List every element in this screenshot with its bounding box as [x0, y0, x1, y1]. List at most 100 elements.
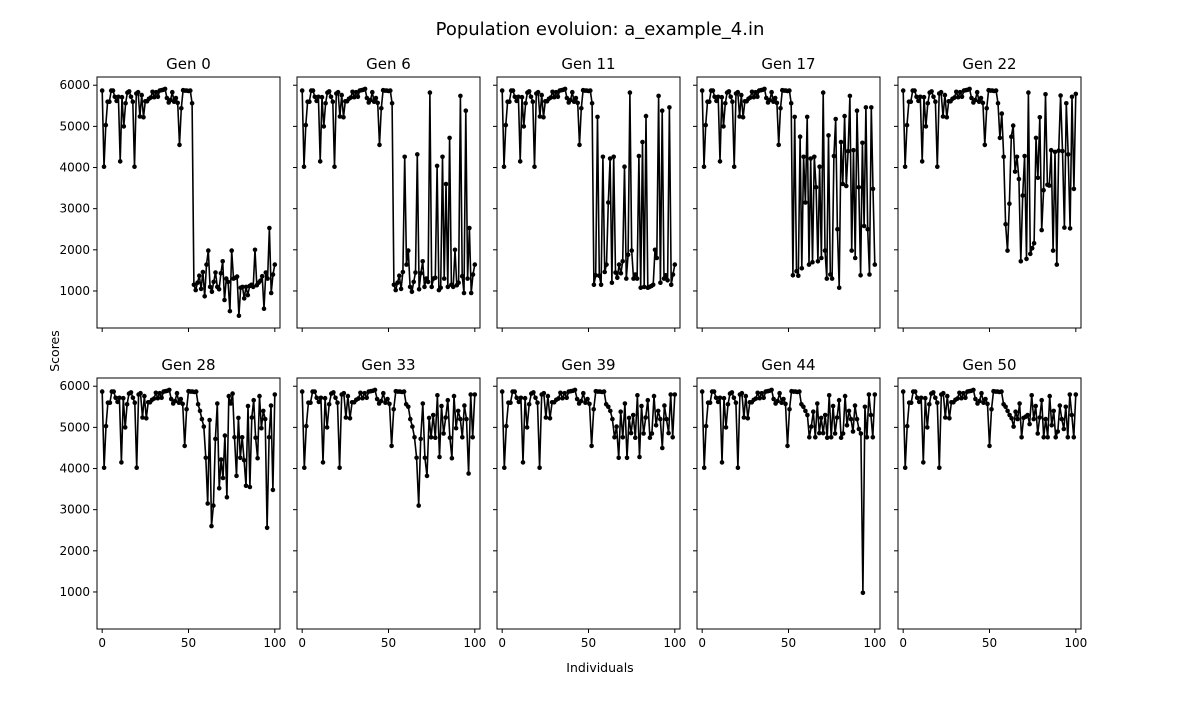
data-point: [845, 148, 851, 154]
data-point: [547, 416, 553, 421]
data-point: [178, 396, 184, 402]
data-point: [818, 415, 824, 421]
data-point: [258, 278, 263, 284]
x-tick-label: 0: [899, 636, 907, 650]
data-point: [514, 98, 519, 104]
data-point: [918, 94, 923, 100]
data-point: [197, 273, 202, 279]
data-point: [453, 425, 459, 431]
data-point: [774, 100, 780, 106]
data-point: [867, 272, 872, 277]
y-tick-label: 1000: [59, 284, 90, 298]
data-point: [620, 259, 625, 264]
data-point: [620, 435, 626, 440]
data-point: [573, 95, 579, 101]
data-point: [170, 89, 175, 95]
data-point: [378, 398, 384, 404]
data-point: [626, 415, 632, 421]
data-point: [312, 94, 318, 100]
data-point: [1061, 426, 1067, 432]
data-point: [1047, 183, 1052, 188]
data-point: [613, 270, 618, 275]
data-point: [713, 395, 719, 401]
data-point: [455, 408, 461, 414]
data-point: [641, 431, 646, 436]
data-point: [838, 139, 844, 145]
data-point: [345, 393, 351, 399]
data-point: [925, 425, 930, 430]
data-point: [206, 248, 211, 253]
data-point: [842, 393, 848, 399]
data-point: [362, 390, 367, 396]
data-point: [499, 389, 505, 394]
y-tick-label: 6000: [59, 379, 90, 393]
data-point: [809, 424, 814, 429]
data-point: [668, 282, 674, 288]
y-tick-label: 2000: [59, 544, 90, 558]
data-point: [787, 88, 792, 93]
data-point: [464, 416, 469, 422]
data-point: [971, 387, 976, 393]
data-point: [856, 426, 862, 432]
data-point: [980, 100, 986, 106]
data-point: [725, 402, 731, 407]
data-point: [844, 183, 849, 189]
y-tick-label: 4000: [59, 161, 90, 175]
data-point: [753, 396, 759, 401]
data-point: [614, 424, 619, 429]
data-point: [238, 455, 243, 461]
data-point: [230, 391, 235, 396]
data-point: [264, 525, 270, 531]
data-point: [1062, 225, 1067, 230]
data-point: [356, 396, 361, 401]
data-point: [517, 159, 523, 164]
data-point: [658, 280, 663, 286]
data-point: [167, 387, 172, 393]
data-point: [426, 415, 432, 421]
data-point: [188, 88, 193, 93]
data-point: [1049, 423, 1054, 428]
data-point: [1043, 92, 1048, 97]
data-point: [822, 248, 828, 253]
data-point: [347, 416, 353, 421]
data-point: [824, 435, 830, 441]
data-point: [216, 486, 222, 491]
data-point: [735, 89, 741, 95]
data-point: [628, 430, 634, 436]
data-point: [445, 397, 451, 403]
data-point: [944, 115, 950, 120]
data-point: [591, 407, 596, 412]
data-point: [124, 402, 130, 407]
data-point: [606, 200, 611, 205]
data-point: [128, 94, 134, 100]
data-point: [865, 226, 870, 232]
data-point: [114, 98, 119, 104]
data-point: [202, 294, 207, 299]
data-point: [501, 164, 507, 169]
data-point: [537, 465, 542, 471]
data-point: [1025, 412, 1030, 418]
data-point: [232, 435, 237, 440]
data-point: [935, 164, 940, 169]
data-point: [119, 460, 124, 465]
data-point: [902, 465, 908, 471]
data-point: [516, 399, 522, 405]
data-point: [1007, 412, 1012, 418]
data-point: [861, 223, 867, 229]
data-point: [198, 286, 204, 292]
data-point: [316, 399, 322, 405]
data-point: [199, 416, 205, 422]
data-point: [1027, 421, 1032, 427]
data-point: [499, 88, 505, 93]
data-point: [564, 95, 570, 101]
data-point: [1058, 93, 1063, 98]
data-point: [710, 88, 716, 93]
data-point: [959, 94, 965, 100]
data-point: [355, 94, 361, 100]
panel-title: Gen 17: [761, 55, 815, 73]
data-point: [900, 389, 906, 394]
data-point: [101, 164, 107, 169]
data-point: [528, 94, 534, 100]
data-point: [207, 284, 213, 290]
data-point: [470, 435, 476, 440]
